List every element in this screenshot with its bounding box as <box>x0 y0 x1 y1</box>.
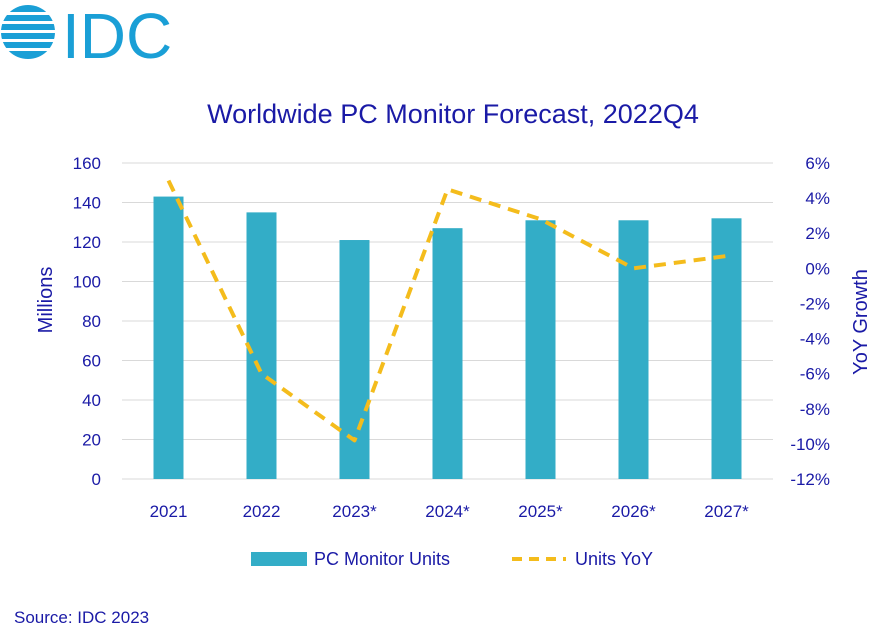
logo-text: IDC <box>62 0 172 72</box>
bar <box>526 220 556 479</box>
bar <box>247 212 277 479</box>
idc-logo: IDC <box>0 0 172 72</box>
y2-tick-label: 4% <box>805 189 830 208</box>
x-tick-label: 2023* <box>332 502 377 521</box>
bar-series <box>154 197 742 479</box>
x-tick-label: 2027* <box>704 502 749 521</box>
bar <box>433 228 463 479</box>
y-tick-label: 80 <box>82 312 101 331</box>
y-tick-label: 100 <box>73 273 101 292</box>
y2-tick-label: -8% <box>800 400 830 419</box>
x-tick-label: 2025* <box>518 502 563 521</box>
source-note: Source: IDC 2023 <box>14 608 149 628</box>
y2-tick-label: -12% <box>790 470 830 489</box>
y2-tick-label: -4% <box>800 330 830 349</box>
y-tick-label: 140 <box>73 194 101 213</box>
bar <box>619 220 649 479</box>
y-axis-label: Millions <box>35 267 57 334</box>
y2-tick-label: 0% <box>805 259 830 278</box>
chart-title: Worldwide PC Monitor Forecast, 2022Q4 <box>207 99 699 129</box>
legend-bar-label: PC Monitor Units <box>314 549 450 569</box>
y-tick-label: 0 <box>92 470 101 489</box>
y-tick-label: 120 <box>73 233 101 252</box>
y-tick-label: 40 <box>82 391 101 410</box>
y-tick-label: 20 <box>82 431 101 450</box>
y2-axis-label: YoY Growth <box>850 269 872 375</box>
bar <box>340 240 370 479</box>
globe-icon <box>0 5 56 59</box>
legend: PC Monitor Units Units YoY <box>251 549 653 569</box>
y2-tick-label: -6% <box>800 365 830 384</box>
legend-line-label: Units YoY <box>575 549 653 569</box>
x-axis-ticks: 2021 2022 2023* 2024* 2025* 2026* 2027* <box>150 502 750 521</box>
y2-tick-label: -2% <box>800 294 830 313</box>
left-axis-ticks: 0 20 40 60 80 100 120 140 160 <box>73 154 101 489</box>
bar <box>154 197 184 479</box>
x-tick-label: 2024* <box>425 502 470 521</box>
x-tick-label: 2021 <box>150 502 188 521</box>
y2-tick-label: -10% <box>790 435 830 454</box>
x-tick-label: 2022 <box>243 502 281 521</box>
y-tick-label: 160 <box>73 154 101 173</box>
legend-bar-swatch <box>251 552 307 566</box>
right-axis-ticks: -12% -10% -8% -6% -4% -2% 0% 2% 4% 6% <box>790 154 830 489</box>
y2-tick-label: 2% <box>805 224 830 243</box>
y-tick-label: 60 <box>82 352 101 371</box>
x-tick-label: 2026* <box>611 502 656 521</box>
y2-tick-label: 6% <box>805 154 830 173</box>
